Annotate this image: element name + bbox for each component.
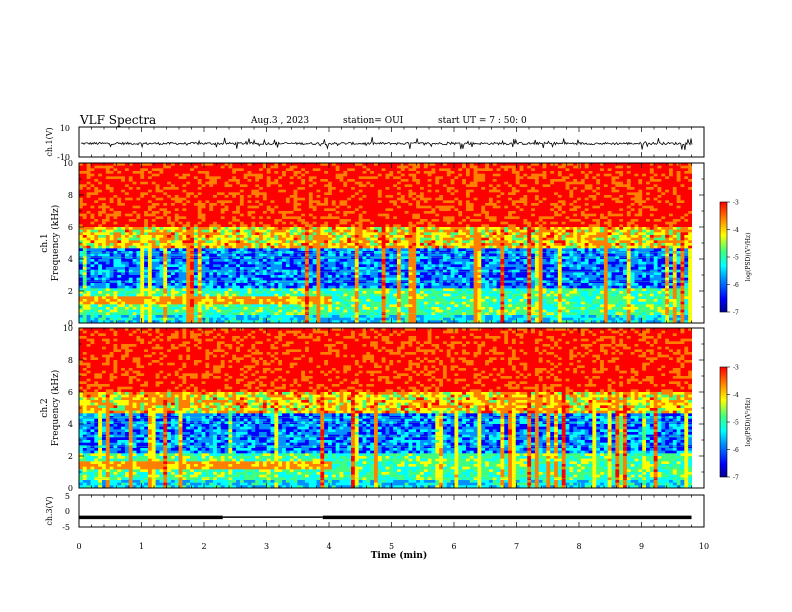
ch1-freq-tick-4: 4 bbox=[68, 255, 73, 264]
ch1-freq-tick-8: 8 bbox=[68, 191, 73, 200]
ch2-colorbar-tick-1: -4 bbox=[733, 392, 739, 399]
ch1-colorbar-tick-2: -5 bbox=[733, 255, 739, 262]
ch2-colorbar-tick-0: -3 bbox=[733, 365, 739, 372]
ch2-frequency-tick-labels: 0 2 4 6 8 10 bbox=[63, 324, 73, 493]
ch1-ytick-bottom: -10 bbox=[57, 153, 70, 162]
ch1-ticks bbox=[78, 127, 705, 157]
ch2-colorbar-tick-4: -7 bbox=[733, 475, 739, 482]
ch1-waveform-panel: 10 -10 ch.1(V) bbox=[45, 124, 705, 162]
time-tick-labels: 0 1 2 3 4 5 6 7 8 9 10 bbox=[76, 542, 709, 551]
time-tick-7: 7 bbox=[514, 542, 519, 551]
ch1-waveform-line bbox=[80, 136, 693, 150]
ch1-colorbar-tick-0: -3 bbox=[733, 200, 739, 207]
ch2-frequency-axis-label: Frequency (kHz) bbox=[50, 370, 61, 447]
ch1-frequency-axis-label: Frequency (kHz) bbox=[50, 205, 61, 282]
ch2-colorbar-label: log(PSD)(V²/Hz) bbox=[745, 398, 752, 447]
time-tick-0: 0 bbox=[76, 542, 81, 551]
ch1-ytick-top: 10 bbox=[60, 124, 70, 133]
ch1-spectrogram-ticks bbox=[78, 162, 705, 324]
chart-title: VLF Spectra bbox=[80, 113, 157, 127]
time-tick-8: 8 bbox=[576, 542, 581, 551]
ch2-freq-tick-0: 0 bbox=[68, 484, 73, 493]
ch2-channel-label: ch.2 bbox=[40, 398, 50, 417]
ch2-colorbar-ticks: -3 -4 -5 -6 -7 bbox=[727, 365, 739, 482]
time-tick-9: 9 bbox=[639, 542, 644, 551]
date-label: Aug.3 , 2023 bbox=[251, 116, 310, 126]
ch2-spectrogram-ticks bbox=[78, 327, 705, 489]
time-tick-10: 10 bbox=[699, 542, 709, 551]
time-tick-3: 3 bbox=[264, 542, 269, 551]
ch1-channel-label: ch.1 bbox=[40, 233, 50, 252]
ch3-panel: 5 0 -5 ch.3(V) 0 1 2 3 4 5 6 7 8 9 10 Time (min) bbox=[45, 492, 709, 561]
ch3-ticks bbox=[78, 495, 705, 527]
ch1-freq-tick-2: 2 bbox=[68, 287, 73, 296]
ch2-spectrogram-image bbox=[79, 328, 704, 489]
ch2-freq-tick-10: 10 bbox=[63, 324, 73, 333]
time-tick-5: 5 bbox=[389, 542, 394, 551]
ch2-colorbar-tick-2: -5 bbox=[733, 420, 739, 427]
ch3-ylabel: ch.3(V) bbox=[45, 496, 54, 525]
ch1-freq-tick-6: 6 bbox=[68, 223, 73, 232]
ch2-freq-tick-8: 8 bbox=[68, 356, 73, 365]
station-label: station= OUI bbox=[343, 116, 404, 126]
ch1-colorbar-tick-3: -6 bbox=[733, 282, 739, 289]
ch1-colorbar-tick-4: -7 bbox=[733, 310, 739, 317]
ch2-colorbar-tick-3: -6 bbox=[733, 447, 739, 454]
ch1-colorbar bbox=[719, 201, 728, 313]
ch3-ytick-5: 5 bbox=[65, 492, 70, 501]
ch1-spectrogram-image bbox=[79, 163, 704, 324]
ch1-ylabel: ch.1(V) bbox=[45, 127, 54, 156]
time-tick-2: 2 bbox=[201, 542, 206, 551]
ch2-freq-tick-2: 2 bbox=[68, 452, 73, 461]
ch1-colorbar-tick-1: -4 bbox=[733, 227, 739, 234]
ch3-ytick-0: 0 bbox=[65, 507, 70, 516]
ch2-colorbar bbox=[719, 366, 728, 478]
ch1-freq-tick-0: 0 bbox=[68, 319, 73, 328]
ch1-colorbar-ticks: -3 -4 -5 -6 -7 bbox=[727, 200, 739, 317]
ch1-freq-tick-10: 10 bbox=[63, 159, 73, 168]
start-time-label: start UT = 7 : 50: 0 bbox=[438, 116, 527, 126]
ch2-freq-tick-4: 4 bbox=[68, 420, 73, 429]
time-axis-label: Time (min) bbox=[371, 550, 428, 561]
ch3-ytick-minus5: -5 bbox=[62, 523, 70, 532]
ch2-freq-tick-6: 6 bbox=[68, 388, 73, 397]
ch1-colorbar-label: log(PSD)(V²/Hz) bbox=[745, 233, 752, 282]
ch1-frequency-tick-labels: 0 2 4 6 8 10 bbox=[63, 159, 73, 328]
time-tick-1: 1 bbox=[139, 542, 144, 551]
time-tick-6: 6 bbox=[451, 542, 456, 551]
time-tick-4: 4 bbox=[326, 542, 331, 551]
